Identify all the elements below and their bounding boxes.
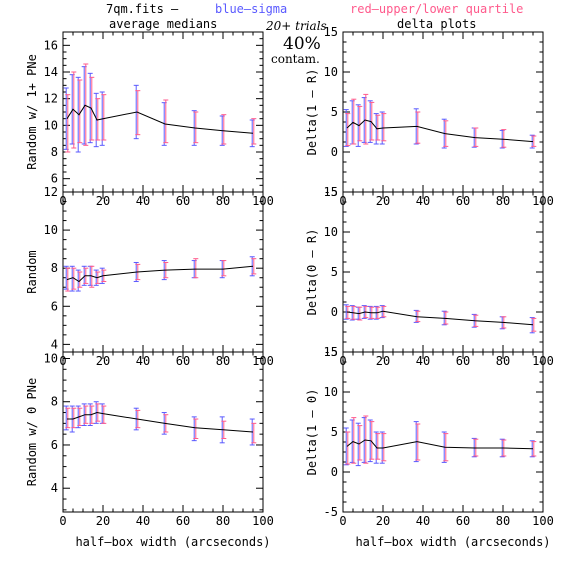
middle-right-ytick-label: 15: [324, 185, 338, 199]
top-left-ytick-label: 10: [44, 118, 58, 132]
middle-right-xtick-label: 40: [416, 354, 430, 368]
middle-left-ytick-label: 10: [44, 223, 58, 237]
middle-left-frame: [62, 191, 264, 353]
bottom-left-xtick-label: 60: [176, 514, 190, 528]
bottom-right-ytick-label: -5: [324, 505, 338, 519]
middle-right-xtick-label: 20: [376, 354, 390, 368]
middle-left-xtick-label: 40: [136, 354, 150, 368]
bottom-right-xtick-label: 100: [532, 514, 554, 528]
top-right-xtick-label: 40: [416, 194, 430, 208]
quartile-legend: red–upper/lower quartile: [350, 2, 524, 16]
col2-title: delta plots: [397, 17, 477, 31]
bottom-right-ytick-label: 0: [331, 465, 338, 479]
top-right-xtick-label: 20: [376, 194, 390, 208]
bottom-left-ytick-label: 8: [51, 395, 58, 409]
top-left-xtick-label: 80: [216, 194, 230, 208]
middle-right-ylabel: Delta(0 – R): [305, 229, 319, 316]
col1-title: average medians: [109, 17, 218, 31]
sigma-legend: blue–sigma: [215, 2, 288, 16]
top-left-ytick-label: 14: [44, 65, 58, 79]
middle-right-ytick-label: 0: [331, 305, 338, 319]
middle-right-frame: [342, 191, 544, 353]
bottom-left-ytick-label: 10: [44, 351, 58, 365]
top-right-ylabel: Delta(1 – R): [305, 69, 319, 156]
bottom-left-xtick-label: 40: [136, 514, 150, 528]
contam-label: contam.: [271, 52, 320, 66]
bottom-right-xtick-label: 20: [376, 514, 390, 528]
bottom-right-xtick-label: 60: [456, 514, 470, 528]
bottom-right-median-line: [346, 439, 534, 450]
top-right-xtick-label: 80: [496, 194, 510, 208]
top-left-ytick-label: 6: [51, 172, 58, 186]
middle-right-ytick-label: 5: [331, 265, 338, 279]
middle-right-ytick-label: -5: [324, 345, 338, 359]
bottom-right-xlabel: half–box width (arcseconds): [355, 535, 550, 549]
middle-left-ytick-label: 4: [51, 337, 58, 351]
bottom-right-ytick-label: 10: [324, 385, 338, 399]
bottom-left-frame: [62, 351, 264, 513]
top-left-ytick-label: 12: [44, 92, 58, 106]
top-left-ytick-label: 16: [44, 38, 58, 52]
bottom-right-ytick-label: 15: [324, 345, 338, 359]
middle-right-ytick-label: 10: [324, 225, 338, 239]
top-left-xtick-label: 40: [136, 194, 150, 208]
file-label: 7qm.fits –: [106, 2, 179, 16]
top-right-xtick-label: 60: [456, 194, 470, 208]
bottom-right-xtick-label: 80: [496, 514, 510, 528]
bottom-left-ytick-label: 6: [51, 438, 58, 452]
middle-left-ytick-label: 8: [51, 261, 58, 275]
top-right-ytick-label: 0: [331, 145, 338, 159]
top-left-median-line: [66, 104, 254, 134]
top-left-xtick-label: 60: [176, 194, 190, 208]
top-right-ytick-label: 10: [324, 65, 338, 79]
top-right-ytick-label: -5: [324, 185, 338, 199]
bottom-left-ylabel: Random w/ 0 PNe: [25, 378, 39, 486]
middle-right-median-line: [346, 310, 534, 326]
top-right-median-line: [346, 119, 534, 143]
middle-left-xtick-label: 20: [96, 354, 110, 368]
top-right-ytick-label: 5: [331, 105, 338, 119]
bottom-left-median-line: [67, 411, 254, 433]
middle-left-xtick-label: 80: [216, 354, 230, 368]
top-left-ytick-label: 8: [51, 145, 58, 159]
contam-percent: 40%: [283, 34, 321, 54]
trials-label: 20+ trials: [266, 19, 327, 33]
top-left-xtick-label: 20: [96, 194, 110, 208]
middle-left-ytick-label: 6: [51, 299, 58, 313]
top-right-frame: [342, 31, 544, 193]
bottom-left-xtick-label: 80: [216, 514, 230, 528]
middle-left-ylabel: Random: [25, 250, 39, 293]
bottom-right-ytick-label: 5: [331, 425, 338, 439]
top-left-ylabel: Random w/ 1+ PNe: [25, 54, 39, 170]
bottom-left-xlabel: half–box width (arcseconds): [75, 535, 270, 549]
bottom-right-xtick-label: 40: [416, 514, 430, 528]
top-right-ytick-label: 15: [324, 25, 338, 39]
bottom-left-ytick-label: 4: [51, 481, 58, 495]
bottom-left-xtick-label: 0: [59, 514, 66, 528]
middle-right-xtick-label: 80: [496, 354, 510, 368]
middle-right-xtick-label: 60: [456, 354, 470, 368]
middle-left-xtick-label: 60: [176, 354, 190, 368]
middle-left-median-line: [66, 265, 254, 283]
bottom-left-xtick-label: 20: [96, 514, 110, 528]
bottom-right-xtick-label: 0: [339, 514, 346, 528]
middle-left-ytick-label: 12: [44, 185, 58, 199]
bottom-left-xtick-label: 100: [252, 514, 274, 528]
bottom-right-ylabel: Delta(1 – 0): [305, 389, 319, 476]
